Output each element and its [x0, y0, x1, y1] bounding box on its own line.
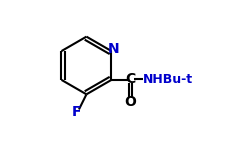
Text: F: F: [71, 105, 81, 119]
Text: O: O: [125, 95, 137, 109]
Text: C: C: [126, 72, 136, 86]
Text: NHBu-t: NHBu-t: [143, 73, 193, 86]
Text: N: N: [108, 42, 119, 56]
